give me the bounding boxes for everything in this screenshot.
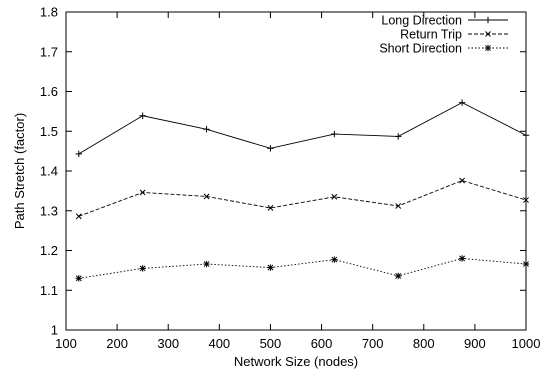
data-point	[267, 205, 274, 211]
data-point	[203, 126, 210, 133]
x-tick-label: 500	[260, 336, 282, 351]
series-line	[78, 180, 527, 217]
data-point	[203, 260, 210, 268]
y-tick-label: 1.8	[40, 5, 58, 20]
series-short-direction	[75, 255, 530, 282]
data-point	[395, 272, 402, 280]
axis-tick-labels: 100 200 300 400 500 600 700 800 900 1000 1 1.1 1.2 1.…	[40, 5, 541, 352]
data-point	[523, 197, 529, 203]
legend-marker	[484, 44, 492, 52]
x-tick-label: 900	[464, 336, 486, 351]
x-tick-label: 700	[362, 336, 384, 351]
y-tick-label: 1.2	[40, 243, 58, 258]
series-line	[78, 257, 527, 279]
x-tick-label: 200	[106, 336, 128, 351]
data-point	[395, 203, 402, 209]
legend-marker	[485, 31, 491, 37]
data-point	[203, 193, 210, 200]
x-tick-label: 300	[157, 336, 179, 351]
legend-label: Return Trip	[400, 28, 462, 42]
data-point	[139, 189, 146, 196]
data-point	[331, 130, 338, 138]
legend-entry: Return Trip	[400, 28, 508, 42]
data-point	[75, 275, 82, 282]
data-point	[458, 99, 466, 106]
legend-label: Short Direction	[379, 42, 462, 56]
legend-label: Long Direction	[381, 14, 462, 28]
x-axis-label: Network Size (nodes)	[234, 354, 358, 369]
data-point	[139, 265, 146, 272]
y-tick-label: 1	[51, 323, 58, 338]
legend-entry: Long Direction	[381, 14, 508, 28]
legend-marker	[484, 16, 492, 24]
y-tick-label: 1.3	[40, 203, 58, 218]
plot-frame	[65, 11, 527, 331]
x-tick-label: 1000	[512, 336, 541, 351]
y-tick-label: 1.7	[40, 44, 58, 59]
x-tick-label: 100	[55, 336, 77, 351]
x-tick-label: 600	[311, 336, 333, 351]
data-point	[75, 150, 82, 158]
data-point	[458, 255, 466, 262]
legend-entry: Short Direction	[379, 42, 508, 56]
data-point	[395, 133, 402, 140]
data-point	[139, 112, 146, 119]
series-long-direction	[75, 99, 530, 158]
data-point	[75, 213, 82, 220]
y-tick-label: 1.6	[40, 84, 58, 99]
series-line	[78, 102, 527, 155]
data-point	[522, 132, 530, 139]
y-axis-label: Path Stretch (factor)	[12, 113, 27, 229]
y-tick-label: 1.1	[40, 283, 58, 298]
data-point	[331, 193, 338, 200]
x-tick-label: 800	[413, 336, 435, 351]
data-point	[267, 145, 274, 152]
data-point	[522, 260, 530, 268]
x-tick-label: 400	[208, 336, 230, 351]
data-point	[459, 177, 466, 184]
series-return-trip	[75, 177, 529, 220]
data-point	[331, 256, 338, 263]
axis-ticks	[65, 11, 527, 331]
y-tick-label: 1.5	[40, 124, 58, 139]
series-layer	[75, 99, 530, 282]
data-point	[267, 264, 274, 271]
y-tick-label: 1.4	[40, 164, 58, 179]
